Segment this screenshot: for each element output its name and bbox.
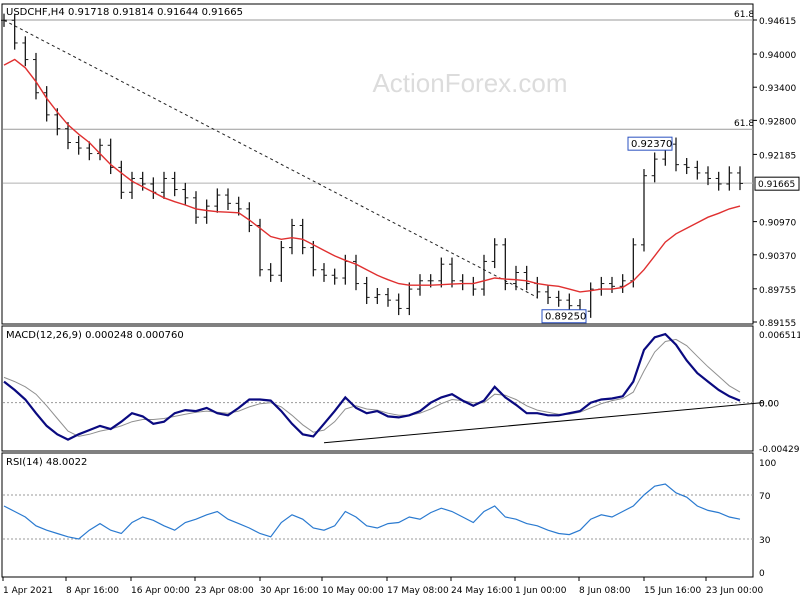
x-tick-label: 30 Apr 16:00 [260,586,319,596]
current-price-label: 0.91665 [758,180,795,190]
price-annotation-box [627,136,673,151]
x-tick-label: 10 May 00:00 [322,586,384,596]
y-tick-label: 0.89155 [759,319,796,329]
price-annotation-box [541,309,587,324]
rsi-tick-label: 0 [759,569,765,579]
rsi-tick-label: 30 [759,536,771,546]
price-panel-frame [1,3,754,325]
x-tick-label: 23 Apr 08:00 [195,586,254,596]
x-tick-label: 8 Apr 16:00 [66,586,119,596]
symbol-label: USDCHF,H4 [6,7,65,18]
macd-panel-frame [1,325,754,452]
x-tick-label: 1 Apr 2021 [3,586,53,596]
moving-average-line [3,58,741,293]
y-tick-label: 0.94615 [759,17,796,27]
ohlc-label: 0.91718 0.91814 0.91644 0.91665 [68,7,243,18]
rsi-panel-frame [1,452,754,578]
rsi-tick-label: 100 [759,459,776,469]
x-tick-label: 17 May 08:00 [387,586,449,596]
fib-label: 61.8 [734,10,754,20]
fib-label: 61.8 [734,119,754,129]
y-axis-labels: 0.94615 0.94000 0.93400 0.92800 0.92185 0.916… [753,17,800,579]
rsi-title: RSI(14) 48.0022 [6,457,87,468]
x-tick-label: 1 Jun 00:00 [515,586,567,596]
y-tick-label: 0.92185 [759,151,796,161]
x-tick-label: 24 May 16:00 [451,586,513,596]
y-tick-label: 0.94000 [759,51,796,61]
x-axis-labels: 1 Apr 2021 8 Apr 16:00 16 Apr 00:00 23 Apr … [2,577,763,596]
macd-tick-label: 0.006511 [759,331,800,341]
rsi-line [3,483,741,540]
macd-tick-label: 0.0 [759,400,774,410]
macd-line [3,332,741,441]
rsi-tick-label: 70 [759,492,771,502]
x-tick-label: 8 Jun 08:00 [579,586,631,596]
price-annotation-label: 0.89250 [545,312,586,323]
rsi-plot [3,483,753,540]
y-tick-label: 0.89755 [759,286,796,296]
macd-plot [3,332,763,444]
price-plot: 61.8 61.8 0.92370 0.89250 [1,10,754,324]
y-tick-label: 0.92800 [759,117,796,127]
y-tick-label: 0.90370 [759,252,796,262]
x-tick-label: 15 Jun 16:00 [644,586,701,596]
watermark: ActionForex.com [372,68,567,98]
price-annotation-label: 0.92370 [631,139,672,150]
current-price-tag [754,176,800,191]
macd-tick-label: 0.00 [759,400,779,410]
trend-line [3,19,538,298]
x-tick-label: 23 Jun 00:00 [706,586,763,596]
y-tick-label: 0.90970 [759,219,796,229]
macd-tick-label: -0.004298 [759,445,800,455]
macd-title: MACD(12,26,9) 0.000248 0.000760 [6,330,184,341]
x-tick-label: 16 Apr 00:00 [131,586,190,596]
macd-signal-line [3,338,741,437]
macd-trend-line [323,402,763,444]
y-tick-label: 0.93400 [759,84,796,94]
